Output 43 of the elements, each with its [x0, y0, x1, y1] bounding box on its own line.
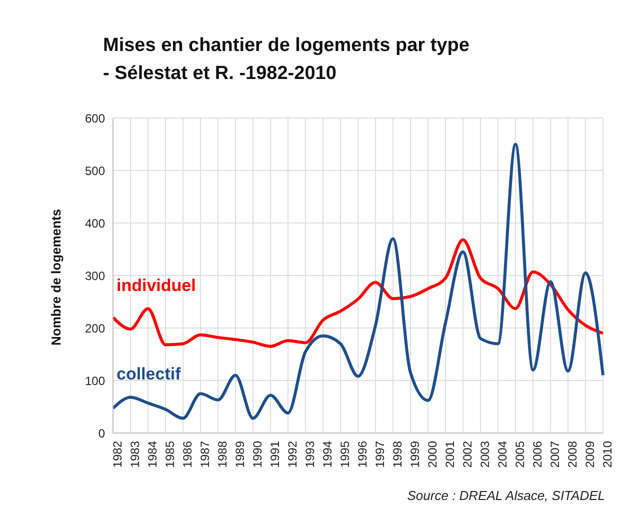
y-tick-label: 500	[84, 164, 106, 178]
y-tick-label: 600	[84, 111, 106, 126]
y-tick-label: 200	[84, 321, 106, 336]
series-label: collectif	[116, 364, 182, 384]
x-tick-label: 2008	[566, 440, 580, 468]
y-axis-title: Nombre de logements	[48, 208, 64, 346]
y-tick-label: 300	[84, 268, 106, 283]
x-tick-label: 2001	[443, 440, 458, 468]
x-tick-label: 1983	[128, 440, 142, 468]
x-tick-label: 1989	[233, 440, 248, 468]
x-tick-label: 1987	[198, 440, 212, 468]
x-tick-label: 1990	[250, 440, 265, 468]
x-tick-label: 2007	[548, 440, 562, 468]
x-tick-label: 2010	[600, 440, 615, 468]
x-tick-label: 2000	[426, 440, 440, 468]
y-tick-label: 400	[84, 216, 106, 230]
x-tick-label: 1994	[320, 440, 335, 468]
x-tick-label: 2002	[460, 440, 475, 468]
x-tick-label: 2006	[530, 440, 545, 468]
x-tick-label: 2005	[513, 440, 528, 468]
x-tick-label: 1988	[216, 440, 230, 468]
x-tick-label: 2009	[583, 440, 598, 468]
x-tick-label: 1997	[373, 440, 388, 468]
x-tick-label: 1999	[408, 440, 422, 468]
x-tick-label: 1985	[163, 440, 178, 468]
x-tick-label: 1982	[110, 440, 125, 468]
line-series	[112, 238, 604, 348]
chart-title: Mises en chantier de logements par type - Sélestat et R. -1982-2010	[103, 34, 470, 86]
series-label: individuel	[116, 276, 196, 296]
x-tick-label: 1992	[286, 440, 300, 468]
x-tick-label: 1993	[303, 440, 318, 468]
x-tick-label: 1996	[356, 440, 370, 468]
x-tick-label: 2003	[478, 440, 492, 468]
x-tick-label: 1984	[146, 440, 160, 468]
x-tick-label: 1995	[338, 440, 352, 468]
x-tick-label: 1986	[180, 440, 195, 468]
x-tick-label: 2004	[496, 440, 510, 468]
x-tick-label: 1991	[268, 440, 282, 468]
source-note: Source : DREAL Alsace, SITADEL	[407, 488, 605, 503]
y-tick-label: 100	[84, 374, 106, 388]
x-tick-label: 1998	[390, 440, 405, 468]
line-series	[112, 142, 604, 420]
y-tick-label: 0	[98, 426, 106, 440]
